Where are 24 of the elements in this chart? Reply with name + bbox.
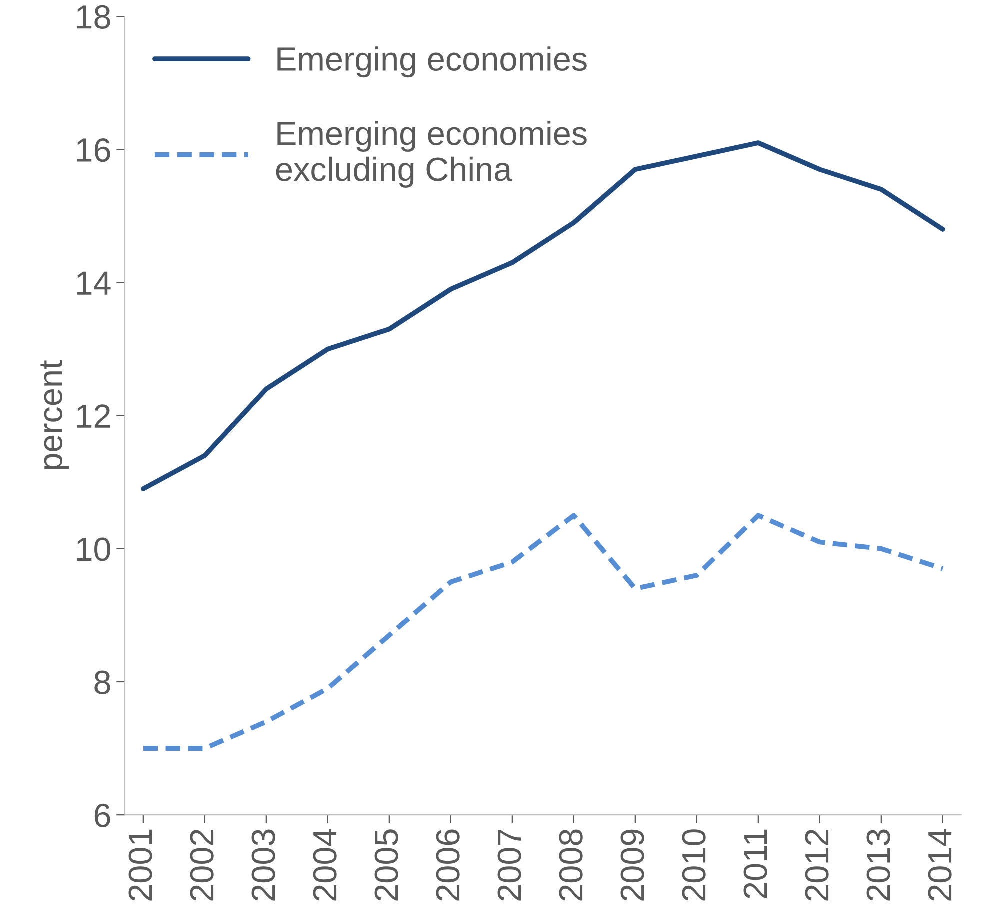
x-tick-label: 2014 <box>928 829 952 901</box>
x-tick-label: 2010 <box>682 830 706 901</box>
x-tick-label: 2007 <box>498 830 522 901</box>
y-tick-label: 18 <box>77 5 110 29</box>
x-tick-label: 2008 <box>559 830 583 901</box>
y-tick-label: 10 <box>77 538 110 562</box>
y-tick-label: 14 <box>77 272 111 295</box>
y-tick-label: 16 <box>77 138 110 162</box>
y-tick-label: 12 <box>77 404 110 428</box>
x-tick-label: 2001 <box>128 830 152 901</box>
legend-label: Emerging economies <box>278 46 587 78</box>
legend-label: Emerging economies excluding China <box>276 120 587 188</box>
y-axis-title: percent <box>40 360 70 470</box>
x-tick-label: 2003 <box>252 830 276 901</box>
x-tick-label: 2012 <box>805 830 829 901</box>
x-tick-label: 2011 <box>744 830 768 898</box>
x-tick-label: 2002 <box>190 830 214 901</box>
y-tick-label: 6 <box>94 804 110 828</box>
y-tick-label: 8 <box>94 670 110 694</box>
x-tick-label: 2006 <box>436 830 460 901</box>
x-tick-label: 2009 <box>620 830 644 901</box>
x-tick-label: 2004 <box>313 829 337 901</box>
x-tick-label: 2013 <box>866 830 890 901</box>
x-tick-label: 2005 <box>374 830 398 901</box>
